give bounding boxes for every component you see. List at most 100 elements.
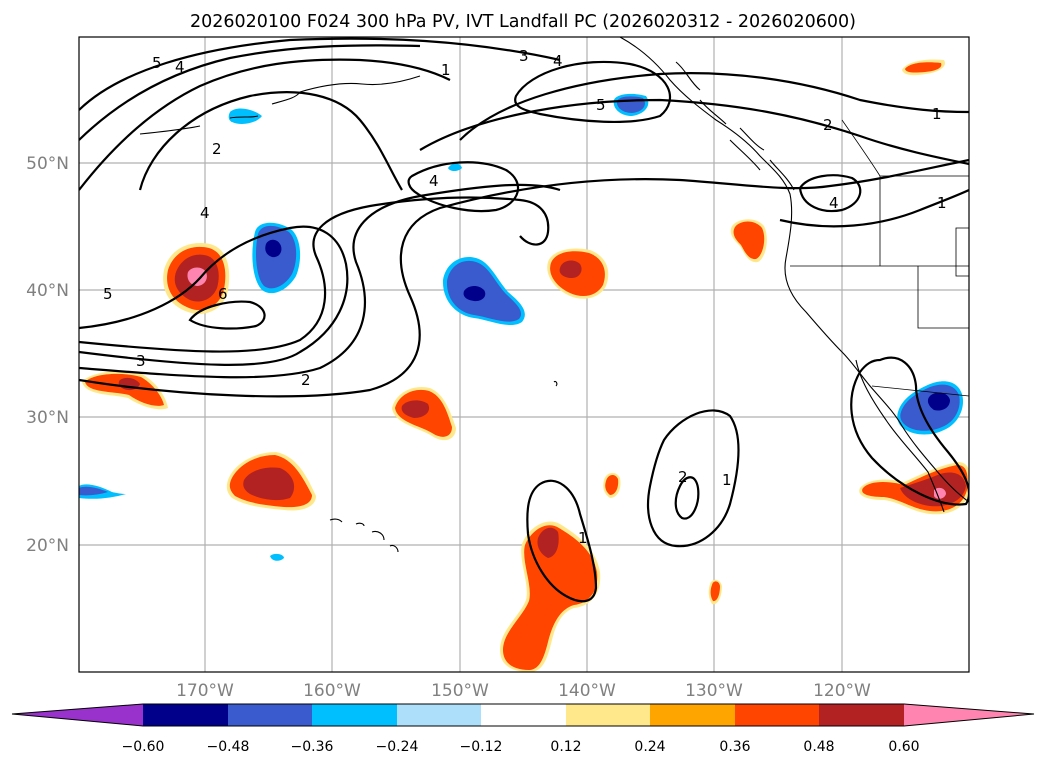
contour-label: 2 — [823, 116, 833, 134]
colorbar: −0.60 −0.48 −0.36 −0.24 −0.12 0.12 0.24 … — [11, 703, 1035, 755]
coastlines — [139, 37, 969, 553]
colorbar-extend-low — [12, 704, 143, 726]
lat-label: 40°N — [26, 281, 69, 301]
hawaiian-islands — [329, 518, 399, 553]
contour-label: 5 — [152, 54, 162, 72]
contour-line — [138, 91, 403, 191]
positive-anomaly-blob — [226, 452, 316, 511]
contour-label: 4 — [429, 172, 439, 190]
contour-label: 5 — [103, 285, 113, 303]
contour-line — [646, 409, 740, 548]
colorbar-segment — [481, 704, 566, 726]
island — [553, 380, 558, 387]
longitude-labels: 170°W 160°W 150°W 140°W 130°W 120°W — [176, 681, 871, 701]
contour-line — [79, 58, 451, 191]
lat-label: 50°N — [26, 154, 69, 174]
colorbar-tick-label: −0.48 — [207, 739, 250, 755]
us-mexico-border — [871, 385, 969, 397]
contour-line — [514, 60, 671, 124]
positive-anomaly-blob — [547, 248, 609, 299]
colorbar-segment — [735, 704, 819, 726]
lon-label: 140°W — [558, 681, 616, 701]
colorbar-segment — [312, 704, 397, 726]
pv-contours — [79, 37, 969, 603]
contour-line — [407, 161, 520, 213]
map-background — [79, 37, 969, 672]
contour-line — [79, 44, 421, 141]
lake-outline — [955, 227, 969, 277]
lon-label: 120°W — [813, 681, 871, 701]
colorbar-tick-label: 0.24 — [634, 739, 665, 755]
contour-line — [526, 479, 598, 603]
contour-line — [850, 356, 969, 506]
us-state-borders — [917, 266, 969, 329]
contour-label: 1 — [578, 529, 588, 547]
contour-label: 2 — [678, 468, 688, 486]
contour-label: 4 — [829, 194, 839, 212]
contour-line — [419, 98, 969, 166]
contour-label: 2 — [301, 371, 311, 389]
lon-label: 170°W — [176, 681, 234, 701]
map-frame — [78, 36, 970, 673]
colorbar-tick-label: 0.60 — [888, 739, 919, 755]
lon-label: 130°W — [685, 681, 743, 701]
contour-line — [798, 174, 862, 213]
positive-anomaly-blob — [730, 219, 767, 263]
colorbar-tick-label: −0.24 — [376, 739, 419, 755]
colorbar-segment — [819, 704, 904, 726]
colorbar-tick-label: 0.36 — [719, 739, 750, 755]
contour-line — [459, 72, 969, 141]
negative-anomaly-blob — [228, 108, 462, 561]
colorbar-tick-label: −0.12 — [460, 739, 503, 755]
lat-label: 20°N — [26, 536, 69, 556]
contour-label: 4 — [200, 204, 210, 222]
colorbar-ticks: −0.60 −0.48 −0.36 −0.24 −0.12 0.12 0.24 … — [122, 739, 920, 755]
positive-anomaly-blob — [500, 521, 601, 672]
colorbar-segment — [650, 704, 735, 726]
contour-label: 2 — [212, 140, 222, 158]
negative-anomaly-blob — [252, 222, 301, 294]
contour-label: 1 — [937, 194, 947, 212]
negative-anomaly-blob — [442, 256, 525, 326]
aleutian-islands — [139, 75, 421, 135]
map-panel: 5 4 1 3 4 5 2 1 2 4 4 4 1 5 6 3 2 2 1 1 — [78, 36, 970, 673]
colorbar-segment — [143, 704, 228, 726]
baja-california-coast — [855, 359, 945, 513]
colorbar-outline — [11, 703, 1035, 727]
colorbar-segment — [397, 704, 481, 726]
contour-label: 4 — [175, 58, 185, 76]
colorbar-extend-high — [904, 704, 1034, 726]
contour-label: 4 — [553, 52, 563, 70]
contour-label: 3 — [136, 352, 146, 370]
contour-label: 1 — [722, 471, 732, 489]
positive-anomaly-blob — [902, 59, 946, 76]
contour-line — [79, 158, 969, 398]
lon-label: 160°W — [303, 681, 361, 701]
contour-label: 3 — [519, 47, 529, 65]
colorbar-tick-label: −0.60 — [122, 739, 165, 755]
political-borders — [790, 119, 969, 397]
contour-line — [79, 37, 561, 111]
lat-label: 30°N — [26, 408, 69, 428]
contour-line — [79, 183, 561, 379]
colorbar-segment — [228, 704, 312, 726]
contour-line — [79, 196, 550, 353]
contour-label: 1 — [441, 61, 451, 79]
north-america-coastline — [619, 37, 969, 503]
alaska-panhandle-islands — [675, 61, 795, 191]
colorbar-tick-label: 0.12 — [550, 739, 581, 755]
contour-line — [674, 476, 700, 520]
contour-line — [79, 225, 349, 366]
contour-label: 6 — [218, 285, 228, 303]
contour-line — [779, 189, 969, 228]
contour-label: 5 — [596, 96, 606, 114]
positive-anomaly-blob — [603, 472, 621, 498]
colorbar-segment — [566, 704, 650, 726]
positive-anomaly-blob — [708, 579, 722, 605]
colorbar-tick-label: 0.48 — [803, 739, 834, 755]
positive-anomaly-blob — [392, 386, 456, 441]
negative-anomaly-blob — [79, 484, 126, 499]
contour-label: 1 — [932, 105, 942, 123]
contour-line — [188, 300, 266, 330]
